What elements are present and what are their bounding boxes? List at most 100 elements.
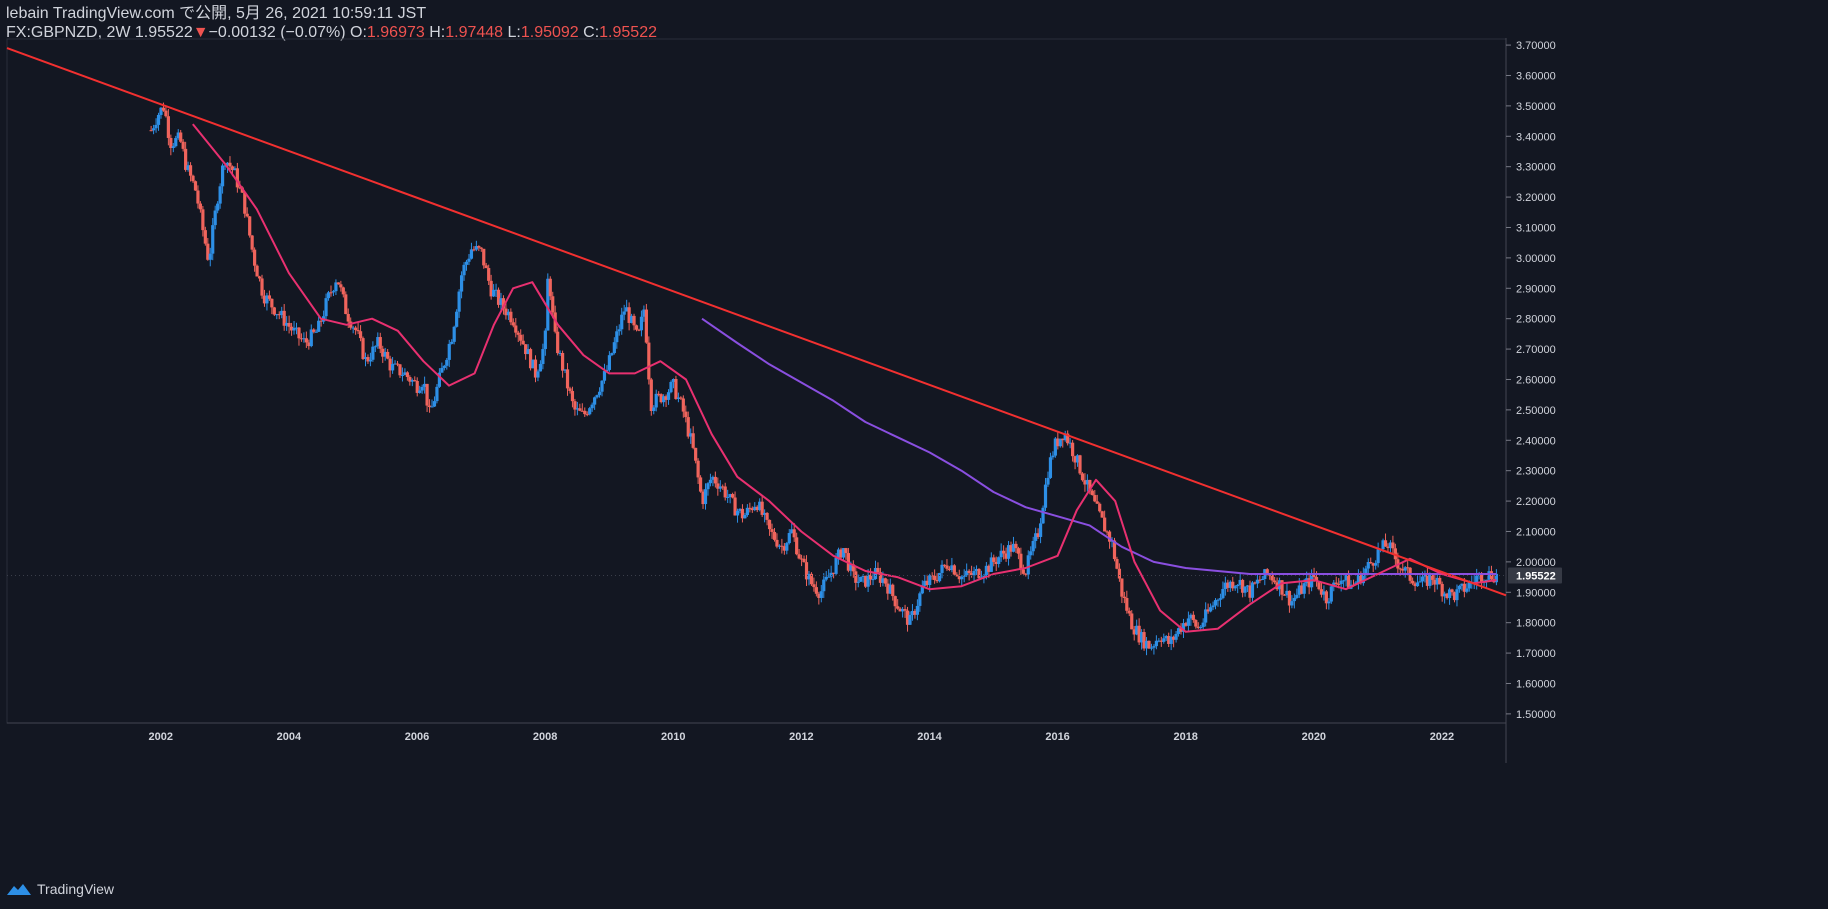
plot-area (6, 38, 1507, 724)
candle-body (400, 374, 405, 376)
candle-body (255, 265, 259, 277)
candle-body (1034, 533, 1038, 541)
candle-body (331, 291, 336, 293)
candle-body (203, 230, 207, 244)
candle-body (844, 548, 848, 554)
candle-body (169, 137, 173, 148)
candle-body (1494, 573, 1498, 583)
candle-body (250, 235, 254, 250)
y-tick-label: 3.10000 (1516, 222, 1556, 234)
candle-body (854, 571, 858, 583)
candle-body (324, 298, 328, 317)
candle-body (262, 295, 267, 304)
candle-body (218, 186, 222, 204)
candle-body (307, 342, 311, 347)
candle-body (910, 610, 915, 616)
candle-body (1125, 598, 1129, 611)
close-label: C: (578, 24, 600, 41)
candle-body (1031, 540, 1035, 552)
candle-body (799, 558, 804, 560)
candle-body (1011, 543, 1016, 552)
candle-body (511, 322, 515, 326)
open-label: O: (345, 24, 367, 41)
candle-body (1297, 585, 1301, 595)
candle-body (1004, 553, 1008, 559)
candle-body (462, 264, 466, 276)
candle-body (930, 575, 934, 577)
candle-body (326, 292, 331, 299)
candle-body (464, 261, 469, 265)
ohlc-row: FX:GBPNZD, 2W 1.95522▼−0.00132 (−0.07%) … (6, 23, 657, 42)
candle-body (548, 278, 552, 297)
candle-body (546, 278, 550, 331)
x-tick-label: 2014 (917, 731, 942, 743)
candle-body (267, 295, 271, 299)
candle-body (1418, 581, 1422, 583)
candle-body (615, 331, 619, 343)
y-tick-label: 2.20000 (1516, 496, 1556, 508)
candle-body (1159, 640, 1163, 642)
candle-body (398, 364, 402, 376)
candle-body (1117, 568, 1122, 579)
candle-body (1228, 581, 1232, 588)
candle-body (1221, 589, 1225, 599)
candle-body (361, 338, 365, 359)
candle-body (735, 510, 740, 516)
candle-body (829, 572, 833, 577)
candle-body (1112, 540, 1117, 560)
candle-body (743, 515, 747, 519)
candle-body (965, 570, 969, 576)
candle-body (526, 349, 530, 355)
candle-body (457, 291, 461, 312)
candle-body (1211, 605, 1215, 608)
candle-body (312, 329, 316, 332)
candle-body (455, 311, 459, 327)
candle-body (176, 132, 180, 139)
candle-body (859, 576, 863, 582)
candle-body (982, 575, 986, 578)
candle-body (1406, 567, 1410, 569)
candle-body (442, 365, 446, 368)
candle-body (864, 575, 868, 587)
candle-body (994, 561, 998, 564)
candle-body (408, 377, 412, 382)
candle-body (1201, 622, 1205, 627)
candle-body (435, 386, 439, 402)
candle-body (915, 605, 919, 615)
candle-body (356, 330, 360, 332)
candle-body (610, 353, 614, 356)
candle-body (492, 289, 496, 297)
candle-body (405, 372, 409, 378)
candle-body (984, 565, 988, 576)
last-price-label: 1.95522 (1516, 570, 1556, 582)
publish-info: lebain TradingView.com で公開, 5月 26, 2021 … (6, 5, 427, 22)
candle-body (186, 165, 190, 170)
candle-body (770, 529, 774, 532)
candle-body (1199, 626, 1203, 629)
candle-body (851, 564, 855, 572)
candle-body (1290, 601, 1294, 606)
candle-body (1016, 548, 1021, 554)
candle-body (1270, 574, 1274, 581)
candle-body (341, 287, 345, 295)
candle-body (679, 397, 683, 399)
candle-body (1098, 503, 1102, 512)
candle-body (1339, 580, 1343, 585)
chart-header: lebain TradingView.com で公開, 5月 26, 2021 … (6, 4, 657, 42)
candle-body (494, 289, 498, 291)
candle-body (989, 557, 993, 572)
candle-body (1334, 582, 1338, 584)
candle-body (499, 298, 503, 305)
y-tick-label: 2.00000 (1516, 557, 1556, 569)
candle-body (888, 584, 892, 594)
x-tick-label: 2020 (1302, 731, 1326, 743)
candle-body (1043, 484, 1048, 508)
candle-body (440, 367, 444, 373)
candle-body (1139, 632, 1144, 643)
low-value: 1.95092 (520, 24, 579, 41)
candle-body (1009, 545, 1013, 552)
candle-body (1068, 442, 1072, 444)
candle-body (891, 584, 895, 597)
candle-body (1425, 574, 1430, 586)
